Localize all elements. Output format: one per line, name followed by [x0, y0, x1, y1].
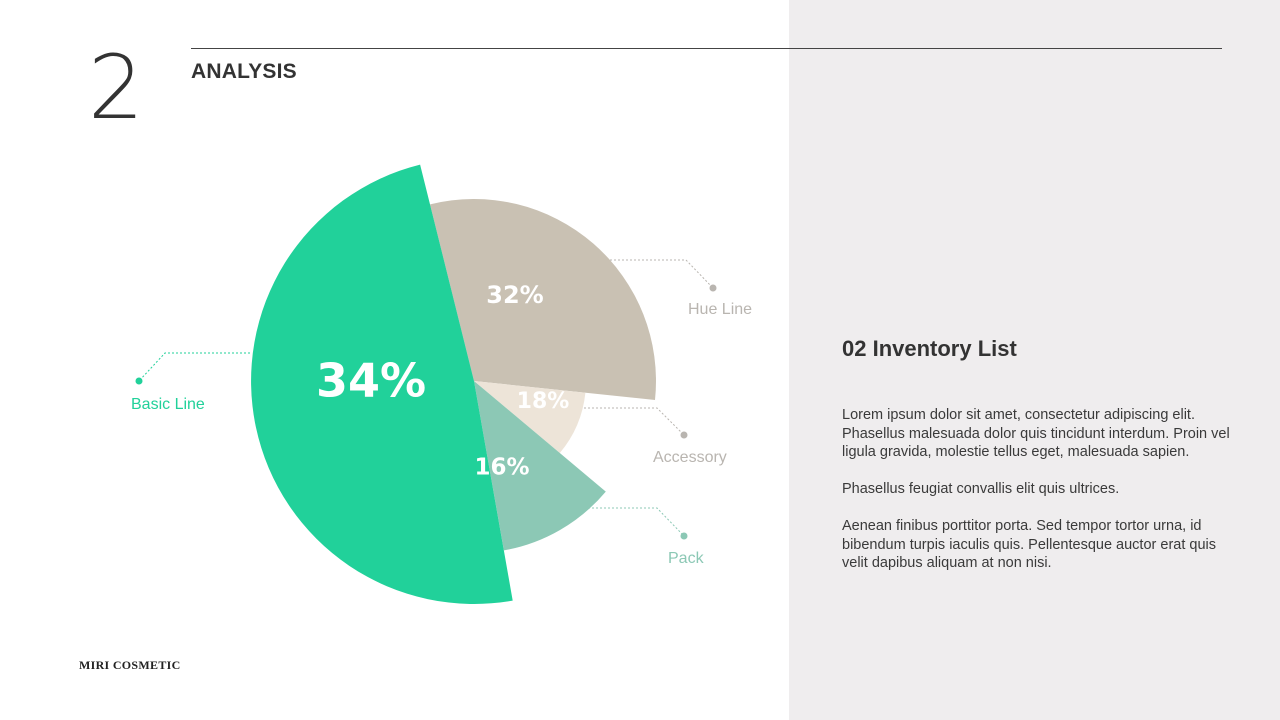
leader-line-basic-line [138, 352, 250, 382]
leader-dot-pack [680, 532, 688, 540]
leaders-layer [135, 259, 717, 540]
pie-chart: 34% 32% 18% 16% Basic Line Hue Line Accessory… [131, 164, 752, 604]
section-title: ANALYSIS [191, 60, 297, 83]
value-label-basic-line: 34% [316, 354, 426, 408]
header-rule [191, 48, 1222, 49]
leader-line-accessory [584, 407, 685, 436]
panel-heading: 02 Inventory List [842, 336, 1017, 361]
panel-paragraph-3: Aenean finibus porttitor porta. Sed temp… [842, 518, 1216, 571]
value-label-pack: 16% [474, 455, 529, 481]
leader-dot-hue-line [709, 284, 717, 292]
panel-paragraph-1: Lorem ipsum dolor sit amet, consectetur … [842, 407, 1230, 460]
slices-layer [251, 164, 656, 604]
labels-layer: Basic Line Hue Line Accessory Pack [131, 301, 752, 567]
slice-basic-line [251, 164, 513, 604]
value-label-accessory: 18% [517, 389, 570, 414]
section-number: 2 [88, 36, 144, 139]
category-label-pack: Pack [668, 550, 705, 567]
leader-dot-accessory [680, 431, 688, 439]
leader-line-pack [580, 507, 685, 537]
brand-name: MIRI COSMETIC [79, 658, 181, 672]
slice-pack [474, 381, 606, 551]
category-label-basic-line: Basic Line [131, 396, 205, 413]
category-label-hue-line: Hue Line [688, 301, 752, 318]
leader-line-hue-line [610, 259, 714, 289]
value-label-hue-line: 32% [486, 281, 543, 309]
values-layer: 34% 32% 18% 16% [316, 281, 569, 481]
category-label-accessory: Accessory [653, 449, 727, 466]
right-panel [789, 0, 1280, 720]
slice-hue-line [430, 199, 656, 400]
leader-dot-basic-line [135, 377, 143, 385]
panel-body: Lorem ipsum dolor sit amet, consectetur … [842, 406, 1234, 591]
panel-paragraph-2: Phasellus feugiat convallis elit quis ul… [842, 481, 1120, 497]
slice-accessory [474, 381, 586, 453]
